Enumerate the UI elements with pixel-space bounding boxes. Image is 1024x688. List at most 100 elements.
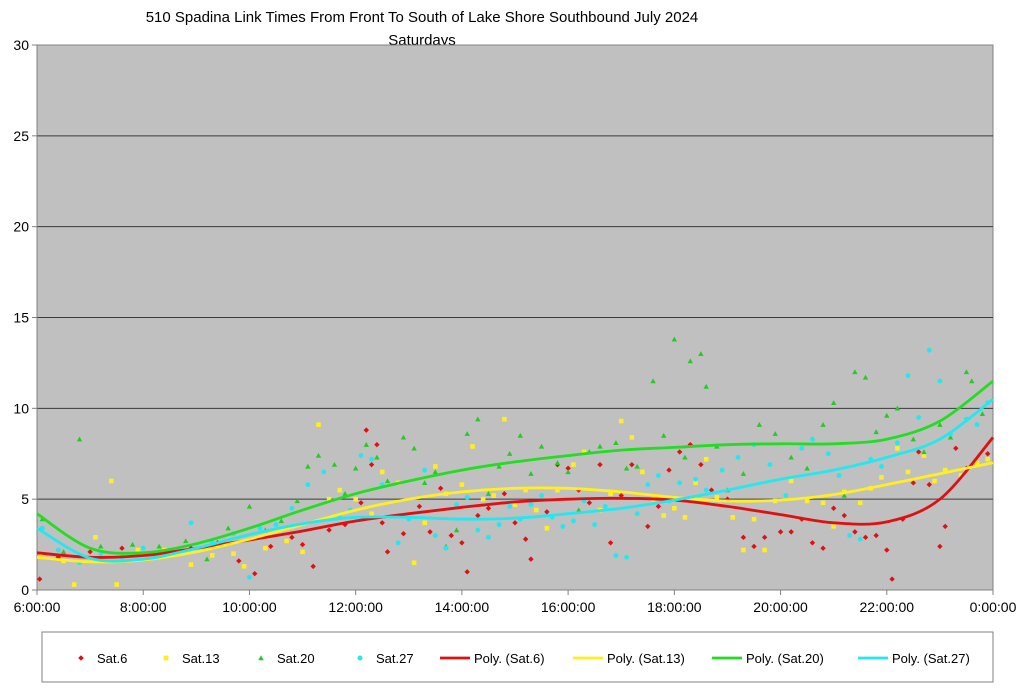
y-tick-label: 15 <box>13 310 29 326</box>
data-point <box>496 463 502 469</box>
data-point <box>714 495 720 500</box>
data-point <box>879 464 884 469</box>
legend-label: Poly. (Sat.6) <box>474 651 545 666</box>
data-point <box>969 378 975 384</box>
data-point <box>756 421 763 427</box>
legend-marker <box>357 655 363 661</box>
data-point <box>597 443 603 449</box>
data-point <box>300 549 305 555</box>
data-point <box>677 480 683 486</box>
data-point <box>448 532 454 539</box>
data-point <box>76 436 83 442</box>
data-point <box>672 505 677 511</box>
x-tick-label: 6:00:00 <box>14 599 61 615</box>
legend: Sat.6 Sat.13 Sat.20 Sat.27 Poly. (Sat.6) Poly… <box>78 651 970 666</box>
data-point <box>788 478 794 484</box>
data-point <box>730 515 736 520</box>
data-point <box>384 549 391 555</box>
legend-item: Poly. (Sat.6) <box>440 651 545 666</box>
y-tick-label: 20 <box>13 219 29 235</box>
data-point <box>820 421 826 427</box>
data-point <box>204 556 210 562</box>
y-tick-label: 5 <box>21 491 29 507</box>
data-point <box>862 374 869 380</box>
data-point <box>676 449 683 455</box>
x-tick-label: 20:00:00 <box>753 599 808 615</box>
data-point <box>321 469 327 475</box>
data-point <box>464 569 470 575</box>
data-point <box>284 538 289 544</box>
y-tick-label: 10 <box>13 400 29 416</box>
legend-marker <box>78 655 84 661</box>
data-point <box>741 547 746 553</box>
data-point <box>623 465 630 471</box>
data-point <box>613 553 619 558</box>
data-point <box>910 436 917 442</box>
data-point <box>40 553 45 558</box>
data-point <box>454 502 460 508</box>
data-point <box>905 469 911 475</box>
legend-item: Poly. (Sat.27) <box>858 651 970 666</box>
data-point <box>607 540 614 546</box>
data-point <box>93 535 98 540</box>
data-point <box>645 523 651 530</box>
data-point <box>422 520 428 526</box>
x-tick-label: 18:00:00 <box>647 599 702 615</box>
data-point <box>236 558 242 564</box>
gridlines <box>37 135 993 500</box>
data-point <box>687 358 693 364</box>
data-point <box>634 463 640 469</box>
data-point <box>974 422 980 428</box>
data-point <box>809 540 816 546</box>
y-tick-label: 0 <box>21 582 29 598</box>
data-point <box>464 431 470 436</box>
data-point <box>708 487 715 493</box>
data-point <box>761 534 768 541</box>
data-point <box>523 487 528 493</box>
data-point <box>71 582 77 587</box>
data-point <box>889 576 895 582</box>
data-point <box>289 505 295 511</box>
data-point <box>368 461 375 468</box>
data-point <box>502 416 507 422</box>
data-point <box>618 418 624 424</box>
legend-item: Poly. (Sat.20) <box>712 651 824 666</box>
data-point <box>751 516 757 522</box>
data-point <box>937 543 943 550</box>
legend-item: Sat.20 <box>258 651 315 666</box>
data-point <box>932 478 937 484</box>
data-point <box>884 412 890 418</box>
data-point <box>294 498 300 504</box>
data-point <box>645 482 651 488</box>
data-point <box>316 422 321 427</box>
data-point <box>581 449 587 455</box>
legend-label: Sat.20 <box>277 651 315 666</box>
data-point <box>480 496 486 502</box>
data-point <box>342 491 348 496</box>
data-point <box>140 545 146 551</box>
data-point <box>209 553 215 558</box>
data-point <box>437 485 444 491</box>
data-point <box>353 496 358 502</box>
data-point <box>369 456 375 462</box>
data-point <box>305 482 311 488</box>
data-point <box>703 383 709 389</box>
data-point <box>506 451 513 456</box>
data-point <box>188 562 194 567</box>
data-point <box>496 522 502 528</box>
data-point <box>586 500 593 506</box>
data-point <box>634 511 640 517</box>
axes: 0 5 10 15 20 25 30 6:00:00 8:00:00 10:00:00 12:00:… <box>13 37 1016 615</box>
data-point <box>507 504 513 509</box>
data-point <box>624 554 629 560</box>
data-point <box>374 454 380 460</box>
data-point <box>475 527 481 533</box>
data-point <box>804 498 810 504</box>
data-point <box>873 532 879 539</box>
legend-label: Poly. (Sat.27) <box>892 651 970 666</box>
data-point <box>427 529 433 535</box>
data-point <box>852 529 858 535</box>
data-point <box>432 469 439 475</box>
data-point <box>905 373 911 379</box>
data-point <box>326 527 332 533</box>
